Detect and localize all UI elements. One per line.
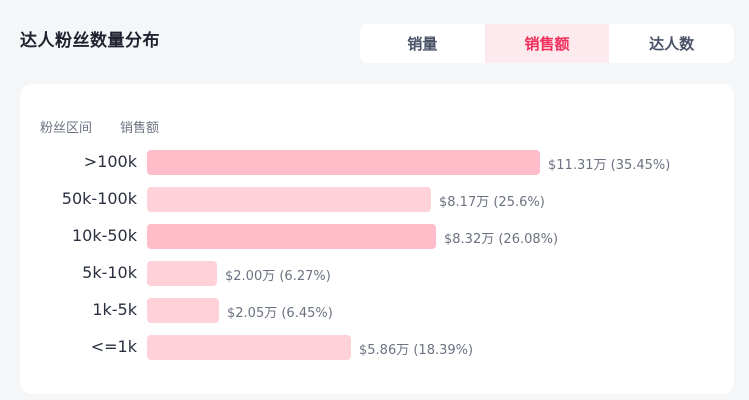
category-label: 50k-100k <box>61 189 137 208</box>
category-label: 5k-10k <box>82 263 137 282</box>
bar[interactable] <box>147 335 351 360</box>
bar-row: 10k-50k $8.32万 (26.08%) <box>20 220 734 257</box>
category-label: >100k <box>83 152 137 171</box>
value-label: $5.86万 (18.39%) <box>359 343 474 358</box>
value-label: $8.17万 (25.6%) <box>439 195 545 210</box>
chart-card: 粉丝区间 销售额 >100k $11.31万 (35.45%) 50k-100k $8… <box>20 84 734 394</box>
bar-row: <=1k $5.86万 (18.39%) <box>20 331 734 368</box>
bar[interactable] <box>147 261 217 286</box>
bar-row: 1k-5k $2.05万 (6.45%) <box>20 294 734 331</box>
tab-influencer-count[interactable]: 达人数 <box>649 35 695 53</box>
column-header-fan-range: 粉丝区间 <box>40 121 93 136</box>
column-header-sales-amount: 销售额 <box>120 121 160 136</box>
bar-row: 50k-100k $8.17万 (25.6%) <box>20 183 734 220</box>
tab-sales-amount[interactable]: 销售额 <box>484 24 610 63</box>
metric-tabs: 销量 销售额 达人数 <box>360 24 734 63</box>
bar[interactable] <box>147 224 436 249</box>
bar[interactable] <box>147 298 219 323</box>
value-label: $11.31万 (35.45%) <box>548 158 671 173</box>
category-label: <=1k <box>90 337 137 356</box>
chart-title: 达人粉丝数量分布 <box>20 31 160 51</box>
value-label: $2.05万 (6.45%) <box>227 306 333 321</box>
category-label: 10k-50k <box>71 226 137 245</box>
value-label: $2.00万 (6.27%) <box>225 269 331 284</box>
bar[interactable] <box>147 150 540 175</box>
value-label: $8.32万 (26.08%) <box>444 232 559 247</box>
bar-row: 5k-10k $2.00万 (6.27%) <box>20 257 734 294</box>
tab-sales-volume[interactable]: 销量 <box>407 35 438 53</box>
bar-row: >100k $11.31万 (35.45%) <box>20 146 734 183</box>
bar-rows: >100k $11.31万 (35.45%) 50k-100k $8.17万 (25.… <box>20 146 734 368</box>
category-label: 1k-5k <box>92 300 137 319</box>
bar[interactable] <box>147 187 431 212</box>
